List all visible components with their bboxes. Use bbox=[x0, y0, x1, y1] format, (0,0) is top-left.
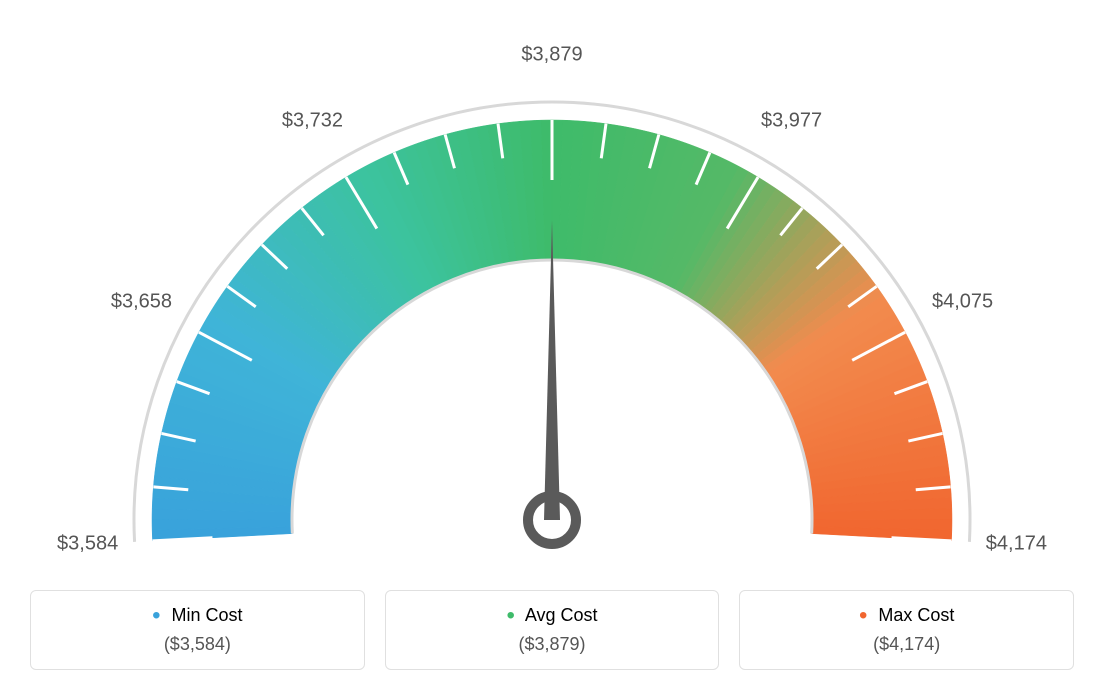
bullet-icon: • bbox=[152, 602, 160, 629]
legend-max-label: • Max Cost bbox=[750, 605, 1063, 626]
legend-min: • Min Cost ($3,584) bbox=[30, 590, 365, 670]
gauge-tick-label: $4,174 bbox=[986, 533, 1047, 556]
legend-avg-text: Avg Cost bbox=[525, 605, 598, 625]
gauge-tick-label: $3,584 bbox=[57, 533, 118, 556]
gauge-tick-label: $3,977 bbox=[761, 110, 822, 133]
gauge-tick-label: $3,732 bbox=[282, 110, 343, 133]
legend-max-value: ($4,174) bbox=[750, 634, 1063, 655]
legend-min-text: Min Cost bbox=[172, 605, 243, 625]
legend-max: • Max Cost ($4,174) bbox=[739, 590, 1074, 670]
legend-row: • Min Cost ($3,584) • Avg Cost ($3,879) … bbox=[0, 590, 1104, 670]
legend-min-label: • Min Cost bbox=[41, 605, 354, 626]
cost-gauge-widget: $3,584 $3,658 $3,732 $3,879 $3,977 $4,075 $4,1… bbox=[0, 0, 1104, 690]
bullet-icon: • bbox=[506, 602, 514, 629]
legend-avg: • Avg Cost ($3,879) bbox=[385, 590, 720, 670]
gauge-tick-label: $4,075 bbox=[932, 290, 993, 313]
legend-avg-value: ($3,879) bbox=[396, 634, 709, 655]
legend-max-text: Max Cost bbox=[878, 605, 954, 625]
legend-min-value: ($3,584) bbox=[41, 634, 354, 655]
legend-avg-label: • Avg Cost bbox=[396, 605, 709, 626]
bullet-icon: • bbox=[859, 602, 867, 629]
gauge-svg bbox=[0, 0, 1104, 560]
gauge-tick-label: $3,879 bbox=[521, 44, 582, 67]
gauge-tick-label: $3,658 bbox=[111, 290, 172, 313]
gauge-chart: $3,584 $3,658 $3,732 $3,879 $3,977 $4,075 $4,1… bbox=[0, 0, 1104, 560]
